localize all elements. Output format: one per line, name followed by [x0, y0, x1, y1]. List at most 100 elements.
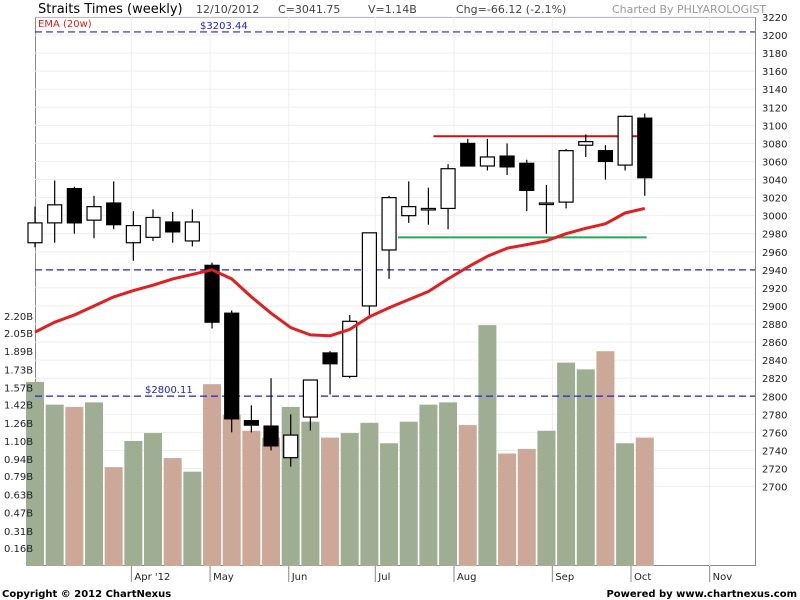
- price-tick-label: 2740: [762, 446, 787, 457]
- candle-body: [224, 312, 240, 420]
- candle-up: [27, 206, 43, 248]
- candle-body: [322, 352, 338, 365]
- candle-body: [637, 117, 653, 179]
- candle-up: [558, 148, 574, 209]
- volume-axis: 2.20B 2.05B 1.89B 1.73B 1.57B 1.42B 1.26B 1.10B…: [4, 312, 33, 555]
- candle-up: [47, 180, 63, 243]
- volume-bars: [26, 325, 654, 566]
- month-label: Aug: [457, 572, 477, 583]
- candle-down: [243, 405, 259, 433]
- volume-bar: [380, 443, 399, 566]
- volume-bar: [537, 430, 556, 566]
- candle-body: [538, 202, 555, 206]
- price-tick-label: 2980: [762, 230, 787, 241]
- candle-body: [184, 221, 200, 242]
- volume-bar: [478, 325, 497, 566]
- candle-down: [165, 212, 181, 243]
- candle-body: [499, 155, 515, 168]
- volume-bar: [576, 369, 595, 566]
- volume-bar: [26, 381, 44, 566]
- volume-tick-label: 0.31B: [4, 527, 33, 538]
- trend-lines: [398, 135, 647, 239]
- candle-down: [263, 378, 279, 451]
- powered-by: Powered by www.chartnexus.com: [606, 589, 797, 600]
- price-tick-label: 2840: [762, 356, 787, 367]
- candle-body: [27, 222, 43, 244]
- price-tick-label: 3060: [762, 157, 787, 168]
- month-label: Oct: [634, 572, 651, 583]
- candle-down: [519, 159, 535, 212]
- volume-bar: [399, 421, 418, 566]
- volume-tick-label: 2.20B: [4, 312, 33, 323]
- ema-line: [34, 206, 646, 338]
- candle-up: [283, 414, 299, 467]
- volume-bar: [262, 437, 281, 566]
- volume-bar: [124, 441, 143, 566]
- candle-body: [597, 150, 614, 163]
- price-tick-label: 2940: [762, 266, 787, 277]
- price-tick-label: 3000: [762, 212, 787, 223]
- candle-body: [47, 204, 63, 224]
- candle-down: [499, 143, 515, 176]
- price-tick-label: 3180: [762, 49, 787, 60]
- candle-up: [361, 232, 377, 315]
- chart-title: Straits Times (weekly): [38, 2, 183, 17]
- candle-body: [106, 202, 122, 226]
- candle-up: [479, 138, 496, 171]
- month-label: Nov: [713, 572, 733, 583]
- volume-bar: [498, 453, 517, 566]
- candle-down: [597, 145, 614, 180]
- volume-bar: [104, 467, 123, 566]
- price-tick-label: 3120: [762, 103, 787, 114]
- volume-bar: [222, 414, 241, 566]
- price-tick-label: 3140: [762, 85, 787, 96]
- candle-body: [361, 232, 377, 307]
- volume-bar: [65, 406, 84, 566]
- volume-bar: [616, 443, 635, 566]
- volume-tick-label: 1.89B: [4, 347, 33, 358]
- candle-down: [637, 113, 653, 196]
- date-readout: 12/10/2012: [196, 3, 259, 16]
- price-tick-label: 2960: [762, 248, 787, 259]
- candle-up: [401, 181, 417, 223]
- candle-body: [302, 379, 318, 418]
- candle-body: [617, 115, 633, 166]
- price-tick-label: 3160: [762, 67, 787, 78]
- price-tick-label: 3040: [762, 176, 787, 187]
- reference-lines: $3203.44 $2800.11: [35, 21, 755, 397]
- month-label: Apr '12: [134, 572, 170, 583]
- volume-tick-label: 1.10B: [4, 437, 33, 448]
- candles: [27, 113, 653, 467]
- month-label: Sep: [555, 572, 574, 583]
- price-tick-label: 2760: [762, 428, 787, 439]
- volume-bar: [242, 430, 261, 566]
- candle-up: [538, 184, 555, 234]
- volume-bar: [144, 433, 163, 566]
- candle-body: [420, 207, 436, 211]
- candle-up: [342, 314, 358, 379]
- candle-body: [519, 162, 535, 191]
- candle-body: [401, 206, 417, 217]
- volume-tick-label: 1.57B: [4, 384, 33, 395]
- candle-body: [86, 206, 102, 221]
- volume-bar: [458, 425, 477, 566]
- candle-up: [125, 211, 141, 261]
- price-tick-label: 3020: [762, 194, 787, 205]
- candle-body: [66, 187, 82, 224]
- candle-up: [617, 115, 633, 171]
- candle-down: [204, 262, 220, 329]
- volume-tick-label: 0.63B: [4, 490, 33, 501]
- candle-up: [420, 187, 436, 225]
- price-tick-label: 3200: [762, 31, 787, 42]
- chart-credit: Charted By PHLYAROLOGIST: [612, 3, 766, 16]
- reference-line-label: $3203.44: [200, 21, 248, 32]
- volume-bar: [360, 422, 379, 566]
- volume-tick-label: 0.16B: [4, 544, 33, 555]
- candle-up: [302, 379, 318, 431]
- price-tick-label: 2900: [762, 302, 787, 313]
- volume-tick-label: 0.79B: [4, 472, 33, 483]
- volume-readout: V=1.14B: [368, 3, 417, 16]
- price-tick-label: 2860: [762, 338, 787, 349]
- price-tick-label: 3100: [762, 121, 787, 132]
